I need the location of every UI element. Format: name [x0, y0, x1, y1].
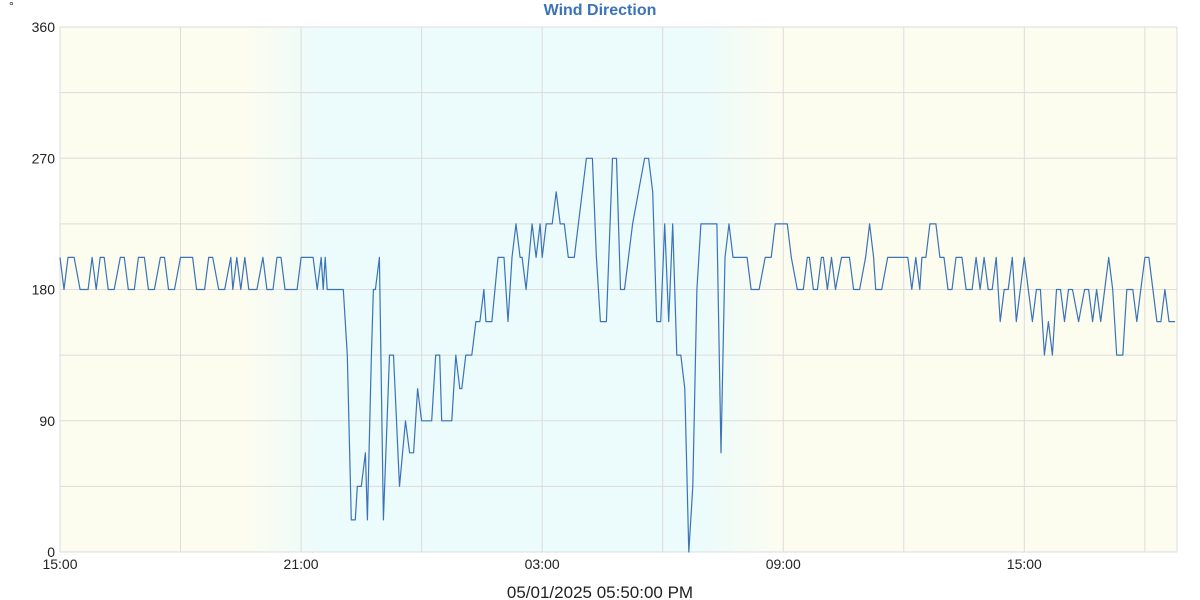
- grid-lines: [59, 26, 1178, 553]
- y-tick-label: 360: [32, 19, 56, 35]
- x-tick-label: 09:00: [766, 556, 801, 572]
- x-tick-label: 21:00: [284, 556, 319, 572]
- timestamp-footer: 05/01/2025 05:50:00 PM: [507, 583, 693, 600]
- y-tick-label: 180: [32, 282, 56, 298]
- y-tick-label: 0: [47, 544, 55, 560]
- series-layer: [59, 157, 1175, 553]
- x-tick-label: 03:00: [525, 556, 560, 572]
- x-tick-label: 15:00: [42, 556, 77, 572]
- x-axis-ticks: 15:00 21:00 03:00 09:00 15:00: [42, 556, 1042, 572]
- y-tick-label: 270: [32, 150, 56, 166]
- chart-title: Wind Direction: [544, 2, 657, 19]
- x-tick-label: 15:00: [1007, 556, 1042, 572]
- y-axis-ticks: 0 90 180 270 360: [32, 19, 56, 560]
- y-tick-label: 90: [39, 413, 55, 429]
- wind-direction-series-line: [59, 157, 1175, 553]
- y-axis-unit-label: °: [9, 0, 14, 13]
